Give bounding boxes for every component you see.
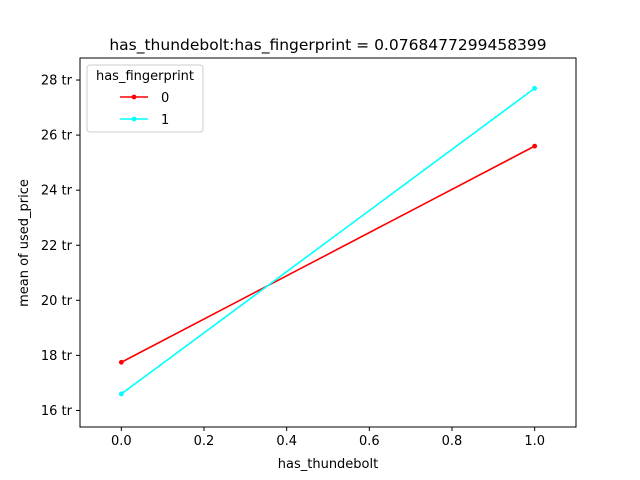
y-axis-label: mean of used_price — [17, 179, 32, 307]
y-tick-label: 16 tr — [41, 404, 73, 419]
series-line-0 — [120, 145, 536, 363]
series-point-0 — [532, 143, 538, 149]
x-tick-label: 0.6 — [359, 434, 380, 449]
y-tick-label: 18 tr — [41, 349, 73, 364]
legend-title: has_fingerprint — [96, 69, 194, 84]
plot-frame — [79, 57, 577, 428]
x-axis-ticks: 0.0 0.2 0.4 0.6 0.8 1.0 — [111, 427, 545, 449]
series-point-1 — [532, 85, 538, 91]
legend: has_fingerprint 01 — [86, 64, 204, 133]
y-tick-label: 28 tr — [41, 74, 73, 89]
x-axis-label: has_thundebolt — [278, 457, 378, 472]
legend-entries: 01 — [120, 91, 169, 128]
series-point-0 — [118, 359, 124, 365]
x-tick-label: 0.2 — [194, 434, 215, 449]
x-tick-label: 1.0 — [524, 434, 545, 449]
chart-title: has_thundebolt:has_fingerprint = 0.07684… — [109, 36, 546, 55]
legend-label-0: 0 — [161, 91, 169, 106]
y-tick-label: 26 tr — [41, 129, 73, 144]
x-tick-label: 0.4 — [276, 434, 297, 449]
x-tick-label: 0.0 — [111, 434, 132, 449]
y-tick-label: 24 tr — [41, 184, 73, 199]
y-axis-ticks: 16 tr 18 tr 20 tr 22 tr 24 tr 26 tr 28 tr — [41, 74, 80, 419]
y-tick-label: 22 tr — [41, 239, 73, 254]
legend-box — [86, 64, 204, 133]
legend-label-1: 1 — [161, 113, 169, 128]
legend-marker-1 — [131, 116, 137, 122]
y-tick-label: 20 tr — [41, 294, 73, 309]
plot-area — [118, 85, 538, 397]
series-line-1 — [120, 87, 536, 395]
legend-marker-0 — [131, 94, 137, 100]
series-point-1 — [118, 391, 124, 397]
x-tick-label: 0.8 — [442, 434, 463, 449]
